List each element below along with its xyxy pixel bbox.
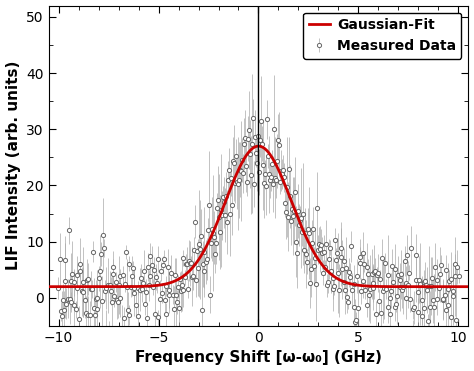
Gaussian-Fit [296,219,302,223]
Y-axis label: LIF Intensity (arb. units): LIF Intensity (arb. units) [6,61,20,270]
Gaussian-Fit [456,285,462,289]
Legend: Gaussian-Fit, Measured Data: Gaussian-Fit, Measured Data [303,13,461,59]
Gaussian-Fit [391,285,396,289]
Gaussian-Fit [273,164,279,168]
Line: Gaussian-Fit: Gaussian-Fit [49,146,468,287]
Gaussian-Fit [465,285,471,289]
Gaussian-Fit [247,148,253,152]
Gaussian-Fit [46,285,52,289]
X-axis label: Frequency Shift [ω-ω₀] (GHz): Frequency Shift [ω-ω₀] (GHz) [135,351,382,365]
Gaussian-Fit [245,151,251,155]
Gaussian-Fit [255,144,261,148]
